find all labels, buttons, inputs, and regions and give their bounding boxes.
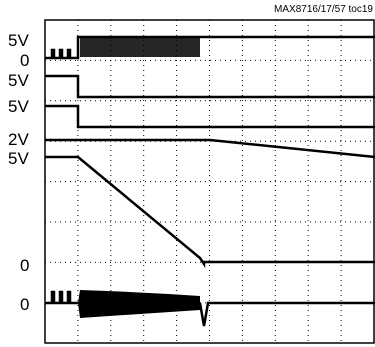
- channel-label: 0: [20, 51, 29, 70]
- channel-label: 0: [20, 295, 29, 314]
- trace-2: [45, 74, 375, 99]
- screen-frame: [44, 19, 375, 344]
- traces: [45, 35, 375, 327]
- channel-label: 5V: [8, 97, 29, 116]
- trace-4: [45, 138, 375, 159]
- channel-label: 5V: [8, 149, 29, 168]
- channel-label: 5V: [8, 31, 29, 50]
- channel-label: 5V: [8, 71, 29, 90]
- channel-label: 2V: [8, 130, 29, 149]
- channel-labels: 5V 0 5V 5V 2V 5V 0 0: [8, 31, 29, 314]
- trace-6: [45, 290, 375, 327]
- channel-label: 0: [20, 256, 29, 275]
- inductor-current-burst: [78, 290, 200, 318]
- trace-5: [45, 155, 375, 269]
- trace-3: [45, 104, 375, 129]
- figure-id: MAX8716/17/57 toc19: [274, 4, 373, 15]
- switching-burst: [80, 37, 200, 57]
- trace-1: [45, 35, 375, 60]
